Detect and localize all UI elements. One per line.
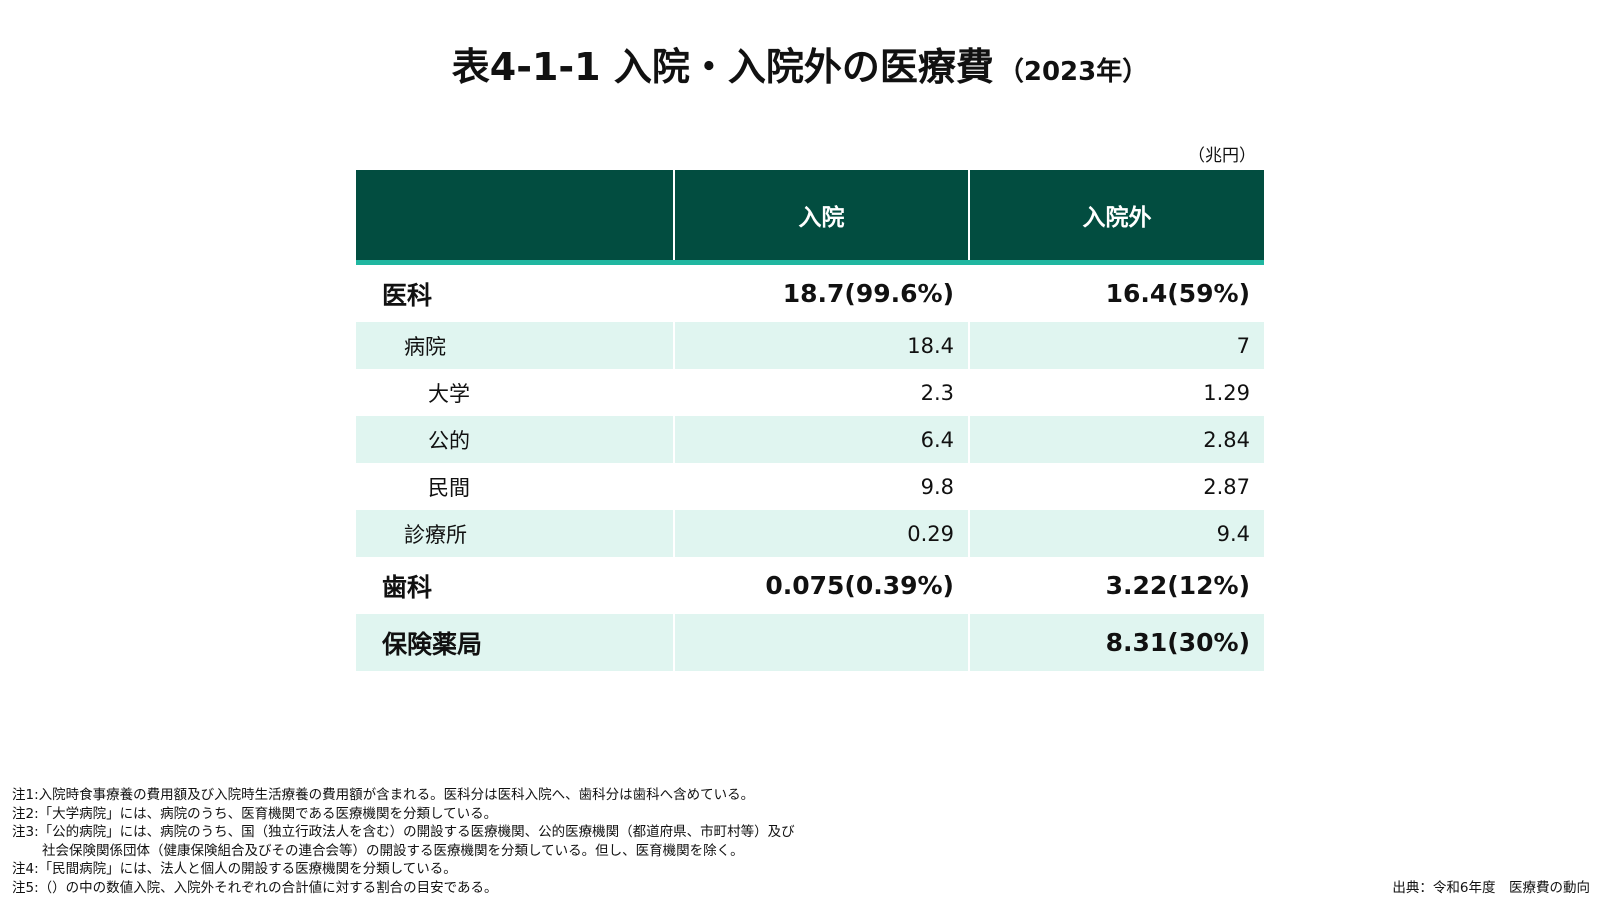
- footnote: 社会保険関係団体（健康保険組合及びその連合会等）の開設する医療機関を分類している…: [42, 842, 744, 859]
- outpatient-value: 7: [969, 322, 1264, 369]
- inpatient-value: 0.075(0.39%): [674, 557, 970, 614]
- title-year: （2023年）: [997, 57, 1149, 87]
- footnote: 注5:（）の中の数値入院、入院外それぞれの合計値に対する割合の目安である。: [12, 879, 498, 896]
- inpatient-value: 18.7(99.6%): [674, 262, 970, 322]
- footnote: 注2:「大学病院」には、病院のうち、医育機関である医療機関を分類している。: [12, 805, 498, 822]
- header-inpatient: 入院: [674, 170, 970, 265]
- medical-cost-table: 入院 入院外 医科 18.7(99.6%) 16.4(59%) 病院 18.4 …: [356, 170, 1264, 671]
- table-header-row: 入院 入院外: [356, 170, 1264, 265]
- footnote: 注3:「公的病院」には、病院のうち、国（独立行政法人を含む）の開設する医療機関、…: [12, 824, 795, 840]
- table-row: 病院 18.4 7: [356, 322, 1264, 369]
- outpatient-value: 3.22(12%): [1105, 571, 1250, 600]
- footnotes: 注1:入院時食事療養の費用額及び入院時生活療養の費用額が含まれる。医科分は医科入…: [12, 786, 795, 897]
- outpatient-value: 8.31(30%): [969, 614, 1264, 671]
- row-label: 診療所: [356, 510, 675, 557]
- row-label: 歯科: [356, 557, 675, 614]
- table-row: 保険薬局 8.31(30%): [356, 614, 1264, 671]
- outpatient-value: 16.4(59%): [1105, 279, 1250, 308]
- page-title: 表4-1-1 入院・入院外の医療費 （2023年）: [0, 36, 1600, 91]
- table-row: 民間 9.8 2.87: [356, 463, 1264, 510]
- table-row: 公的 6.4 2.84: [356, 416, 1264, 463]
- table-row: 医科 18.7(99.6%) 16.4(59%): [356, 262, 1264, 322]
- footnote: 注4:「民間病院」には、法人と個人の開設する医療機関を分類している。: [12, 861, 457, 877]
- inpatient-value: 9.8: [674, 463, 970, 510]
- inpatient-value: 6.4: [674, 416, 970, 463]
- footnote: 注1:入院時食事療養の費用額及び入院時生活療養の費用額が含まれる。医科分は医科入…: [12, 787, 755, 803]
- header-empty: [356, 170, 675, 265]
- table-row: 歯科 0.075(0.39%) 3.22(12%): [356, 557, 1264, 614]
- row-label: 大学: [356, 369, 675, 416]
- table-row: 大学 2.3 1.29: [356, 369, 1264, 416]
- row-label: 医科: [356, 262, 675, 322]
- row-label: 公的: [356, 416, 675, 463]
- outpatient-value: 2.87: [1203, 474, 1250, 499]
- outpatient-value: 1.29: [1203, 380, 1250, 405]
- inpatient-value: 0.29: [674, 510, 970, 557]
- row-label: 病院: [356, 322, 675, 369]
- inpatient-value: [674, 614, 970, 671]
- outpatient-value: 2.84: [969, 416, 1264, 463]
- outpatient-value: 9.4: [969, 510, 1264, 557]
- table-row: 診療所 0.29 9.4: [356, 510, 1264, 557]
- source-credit: 出典：令和6年度 医療費の動向: [1392, 880, 1590, 896]
- inpatient-value: 2.3: [674, 369, 970, 416]
- header-outpatient: 入院外: [969, 170, 1264, 265]
- unit-label: （兆円）: [1188, 146, 1256, 166]
- row-label: 民間: [356, 463, 675, 510]
- inpatient-value: 18.4: [674, 322, 970, 369]
- row-label: 保険薬局: [356, 614, 675, 671]
- title-main: 表4-1-1 入院・入院外の医療費: [451, 45, 994, 89]
